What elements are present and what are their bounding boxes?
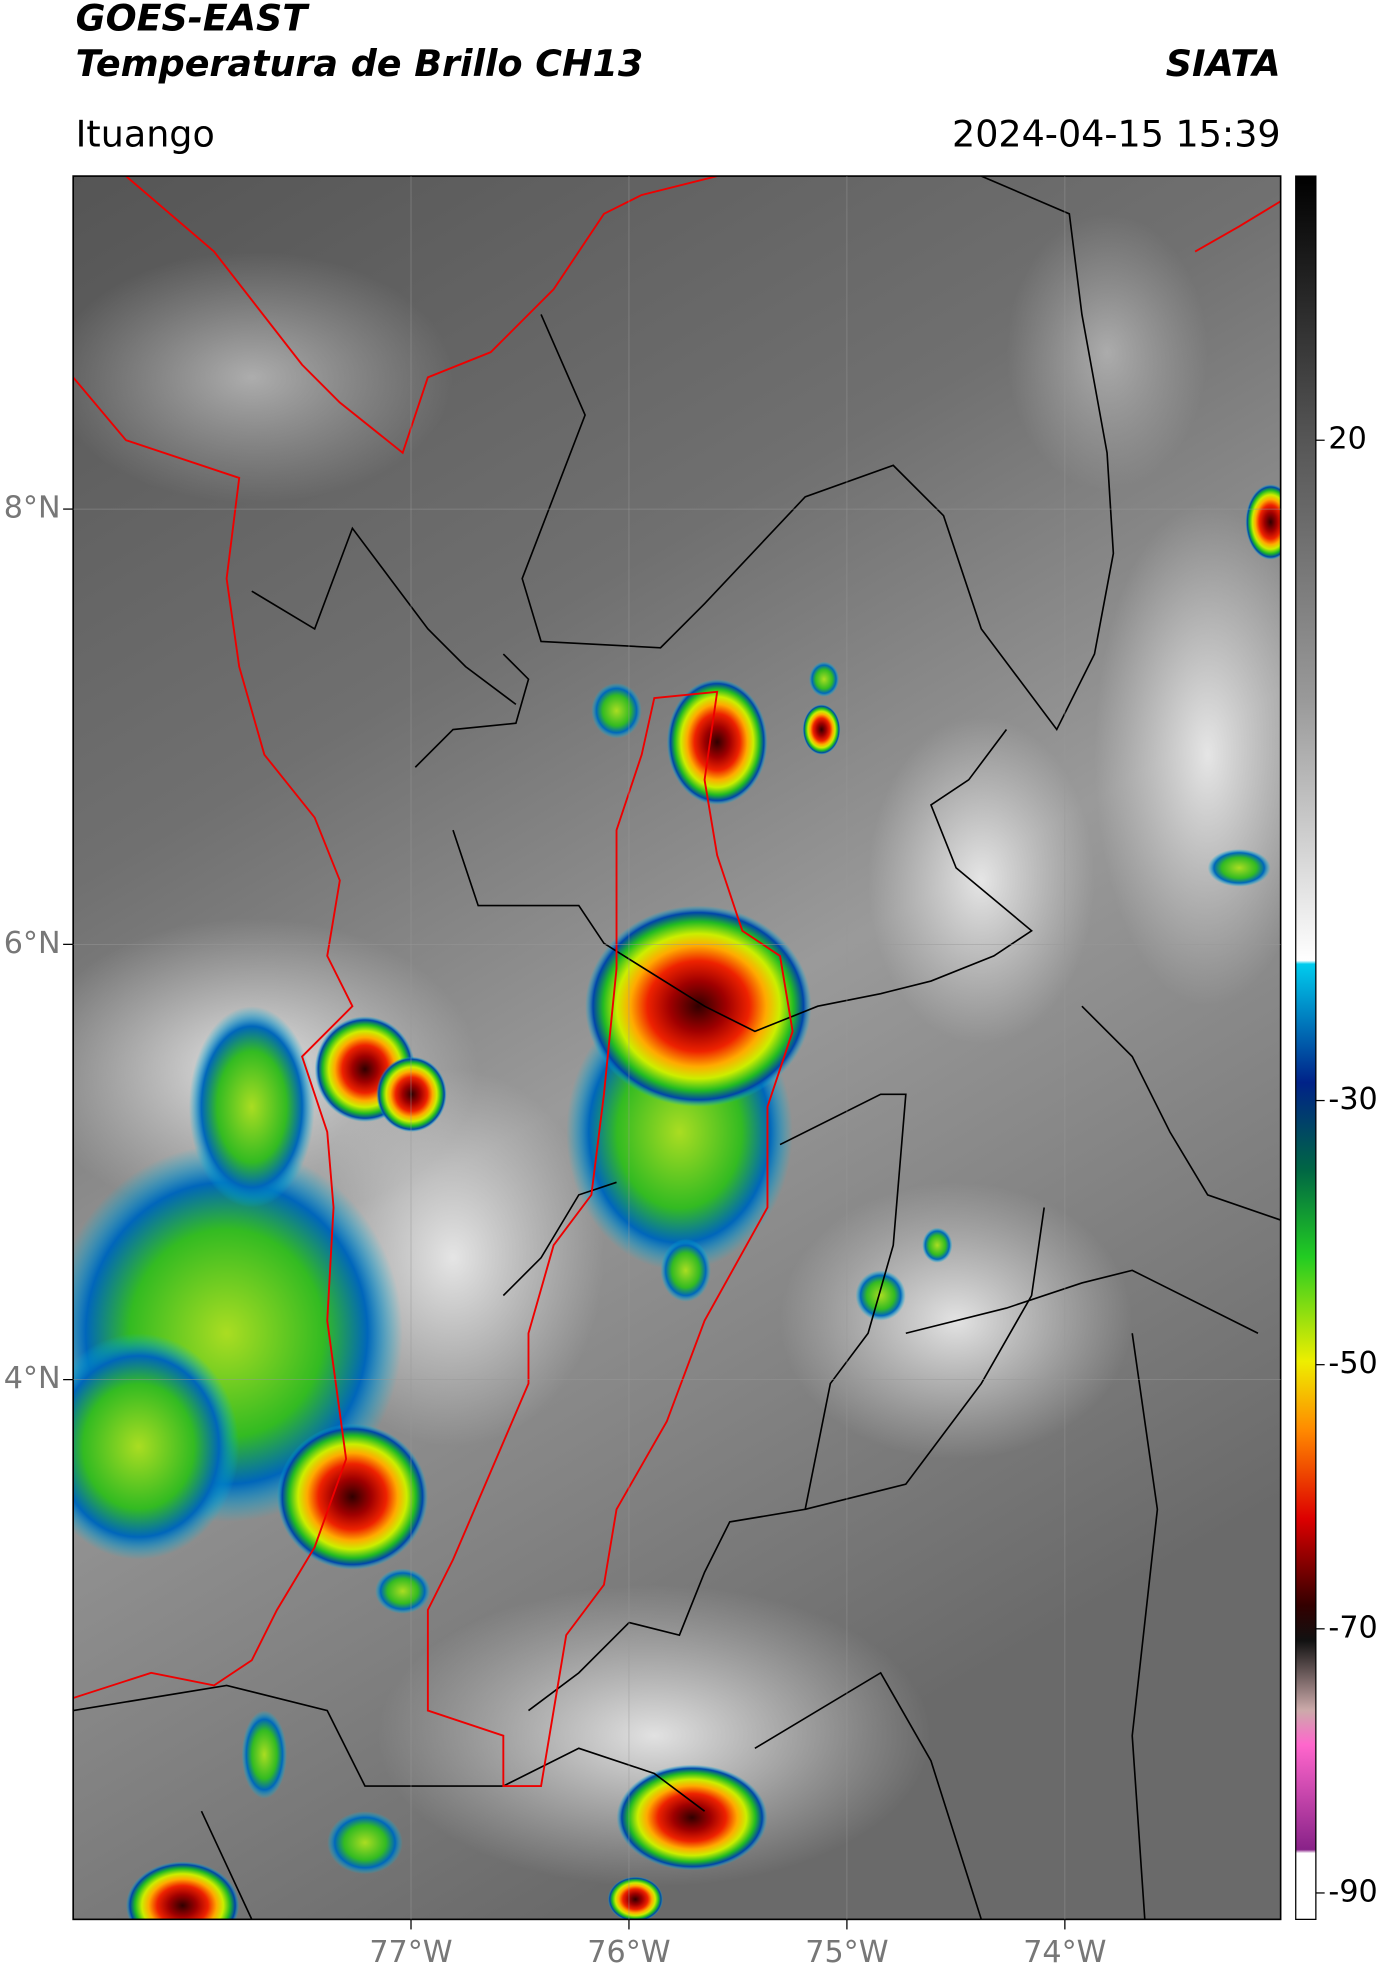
x-tick-label: 74°W	[1023, 1935, 1106, 1970]
colorbar	[1295, 175, 1317, 1920]
colorbar-tick-label: -70	[1328, 1610, 1377, 1645]
y-tick-label: 6°N	[4, 926, 61, 961]
colorbar-tick-label: 20	[1328, 422, 1366, 457]
datetime: 2024-04-15 15:39	[952, 112, 1281, 155]
colorbar-tick-label: -30	[1328, 1082, 1377, 1117]
colorbar-tick-label: -50	[1328, 1346, 1377, 1381]
map-frame	[72, 175, 1282, 1921]
national-borders	[73, 176, 1281, 1787]
x-tick-label: 76°W	[587, 1935, 670, 1970]
satellite: GOES-EAST	[76, 0, 311, 40]
storms	[73, 484, 1281, 1920]
region: Ituango	[76, 112, 215, 155]
colorbar-tick-label: -90	[1328, 1874, 1377, 1909]
product: Temperatura de Brillo CH13	[76, 42, 644, 85]
clouds	[73, 213, 1281, 1887]
x-tick-label: 77°W	[369, 1935, 452, 1970]
axes: 77°W 76°W 75°W 74°W 8°N 6°N 4°N 20 -30 -50 -70 -90	[4, 176, 1378, 1970]
y-tick-label: 4°N	[4, 1361, 61, 1396]
x-tick-label: 75°W	[805, 1935, 888, 1970]
agency: SIATA	[1166, 42, 1281, 85]
y-tick-label: 8°N	[4, 491, 61, 526]
map	[73, 176, 1281, 1920]
admin-borders	[73, 176, 1281, 1920]
